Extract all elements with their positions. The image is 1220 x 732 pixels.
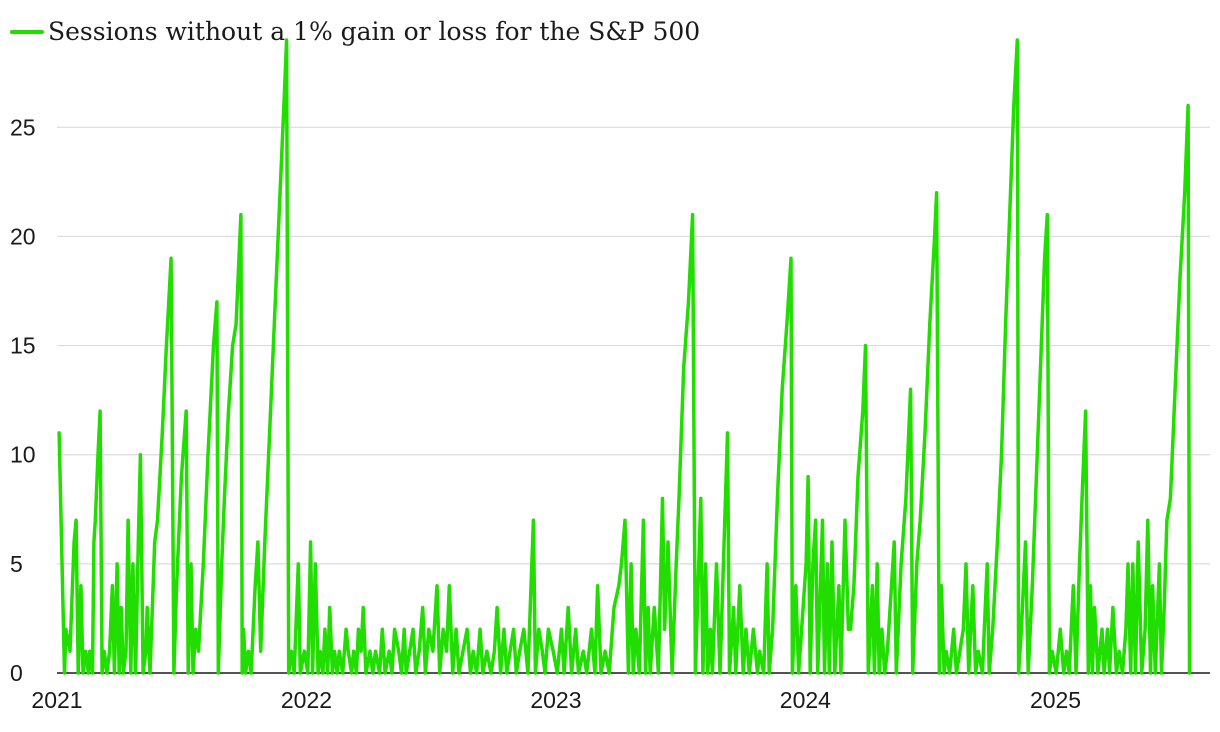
- legend: Sessions without a 1% gain or loss for t…: [10, 17, 700, 46]
- y-tick-label: 0: [10, 660, 23, 686]
- y-axis-ticks: 0 5 10 15 20 25: [10, 114, 36, 686]
- y-tick-label: 15: [10, 333, 36, 359]
- x-tick-label: 2024: [780, 687, 831, 713]
- x-tick-label: 2021: [31, 687, 82, 713]
- y-tick-label: 25: [10, 114, 36, 140]
- x-tick-label: 2022: [281, 687, 332, 713]
- legend-label: Sessions without a 1% gain or loss for t…: [48, 17, 700, 46]
- series-line-0: [57, 38, 1192, 675]
- y-tick-label: 10: [10, 442, 36, 468]
- y-tick-label: 20: [10, 223, 36, 249]
- y-tick-label: 5: [10, 551, 23, 577]
- series-layer: [57, 38, 1192, 675]
- x-tick-label: 2023: [530, 687, 581, 713]
- x-axis-ticks: 2021 2022 2023 2024 2025: [31, 687, 1081, 713]
- x-tick-label: 2025: [1030, 687, 1081, 713]
